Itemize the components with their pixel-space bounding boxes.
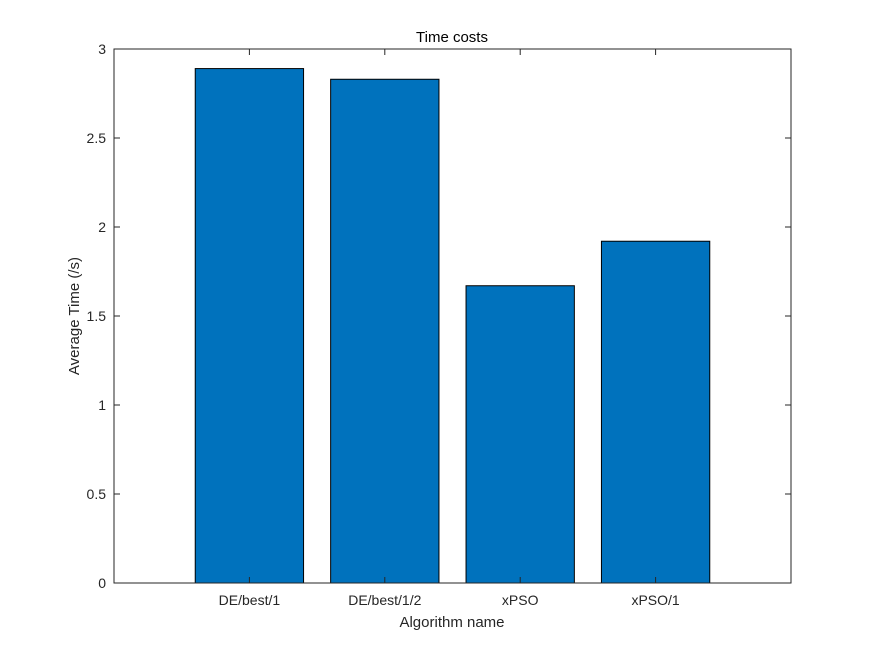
chart-title: Time costs (416, 29, 488, 46)
x-tick-labels: DE/best/1 DE/best/1/2 xPSO xPSO/1 (219, 592, 680, 608)
y-tick-label: 2 (98, 219, 106, 235)
bar (194, 68, 305, 584)
x-tick-label: DE/best/1 (219, 592, 281, 608)
x-tick-label: xPSO/1 (631, 592, 679, 608)
y-tick-label: 1 (98, 397, 106, 413)
bar (600, 240, 711, 584)
x-tick-label: xPSO (502, 592, 539, 608)
plot-frame (113, 48, 792, 584)
x-tick-label: DE/best/1/2 (348, 592, 421, 608)
bars-layer (194, 68, 711, 584)
y-tick-label: 1.5 (87, 308, 107, 324)
y-tick-labels: 0 0.5 1 1.5 2 2.5 3 (87, 41, 107, 591)
y-tick-label: 0.5 (87, 486, 107, 502)
y-tick-label: 0 (98, 575, 106, 591)
x-axis-title: Algorithm name (399, 614, 504, 631)
y-tick-label: 2.5 (87, 130, 107, 146)
y-axis-title: Average Time (/s) (66, 257, 83, 375)
bar (330, 78, 440, 584)
bar (465, 285, 575, 584)
y-tick-label: 3 (98, 41, 106, 57)
